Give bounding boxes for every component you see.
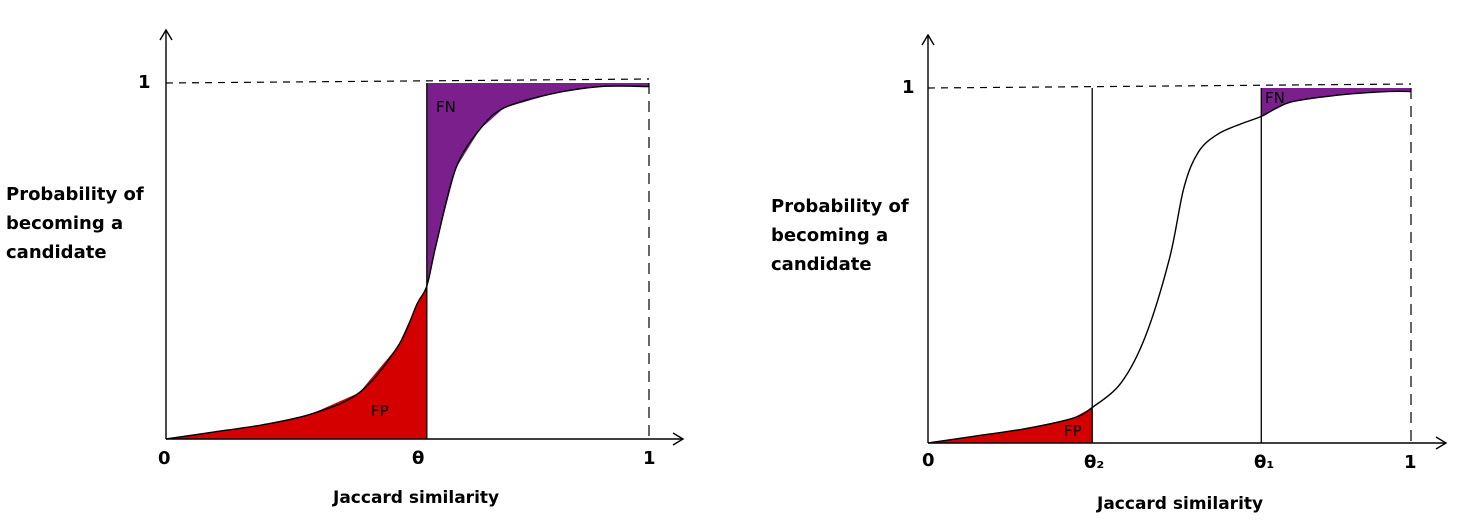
x-axis-label: Jaccard similarity — [333, 488, 500, 508]
y-axis-arrow — [921, 33, 935, 46]
y-axis-arrow — [159, 28, 173, 41]
x-axis-arrow — [1435, 436, 1448, 450]
region-fn — [1261, 88, 1411, 117]
y-tick-1: 1 — [138, 72, 151, 93]
x-tick-1: 1 — [1404, 452, 1417, 473]
region-fn — [426, 83, 649, 286]
dashed-line-top — [165, 78, 650, 84]
dashed-line-top — [927, 83, 1412, 89]
x-tick-1: 1 — [643, 448, 656, 469]
x-axis-arrow — [672, 432, 685, 446]
fp-label: FP — [1064, 422, 1082, 440]
y-axis-label: Probability of becoming a candidate — [6, 184, 144, 263]
series-curve — [165, 85, 650, 440]
region-fp — [166, 285, 427, 439]
x-tick-0: 0 — [922, 450, 935, 471]
x-tick-theta: θ — [412, 448, 425, 469]
chart-left-svg — [159, 28, 685, 446]
x-tick-theta2: θ₂ — [1084, 452, 1105, 473]
y-axis-label: Probability of becoming a candidate — [771, 196, 909, 275]
region-fp — [928, 407, 1093, 443]
fp-label: FP — [371, 402, 389, 420]
chart-left: Probability of becoming a candidate Jacc… — [6, 28, 685, 508]
series-curve — [927, 90, 1412, 444]
x-tick-0: 0 — [158, 448, 171, 469]
y-tick-1: 1 — [902, 77, 915, 98]
fn-label: FN — [1265, 89, 1285, 107]
fn-label: FN — [436, 98, 456, 116]
x-tick-theta1: θ₁ — [1254, 452, 1275, 473]
chart-right-svg — [921, 33, 1448, 450]
x-axis-label: Jaccard similarity — [1097, 494, 1264, 514]
chart-right: Probability of becoming a candidate Jacc… — [740, 0, 1479, 532]
